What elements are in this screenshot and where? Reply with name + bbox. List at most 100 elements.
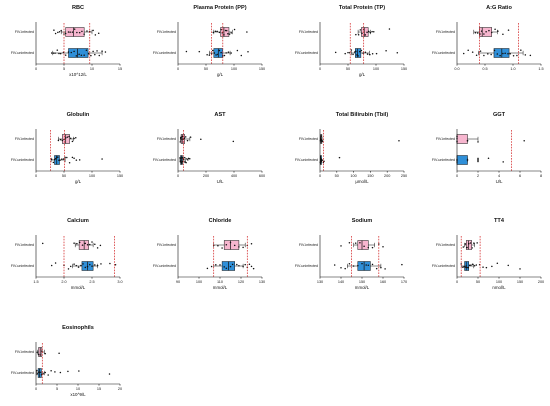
chart-panel-5: Globulin FIV-infected FIV-uninfected 0 50 100… [11, 112, 123, 184]
data-point [86, 265, 89, 268]
data-point [90, 54, 92, 57]
series-uninfected: FIV-uninfected [153, 48, 249, 58]
data-point [76, 31, 78, 34]
data-point [114, 263, 117, 266]
group-label: FIV-infected [157, 137, 176, 141]
data-point [224, 29, 227, 32]
chart-panel-3: Total Protein (TP) FIV-infected FIV-uninfe… [295, 5, 407, 77]
series-infected: FIV-infected [299, 27, 391, 37]
data-point [475, 264, 478, 266]
data-point [54, 52, 56, 54]
data-point [242, 246, 244, 249]
x-tick-label: 1.5 [33, 280, 38, 284]
x-tick-label: 2.5 [89, 280, 94, 284]
data-point [83, 54, 85, 56]
data-point [401, 263, 403, 266]
data-point [320, 139, 323, 141]
data-point [217, 245, 219, 247]
data-point [69, 265, 72, 268]
data-point [50, 158, 53, 161]
data-point [353, 51, 356, 53]
data-point [228, 33, 231, 35]
data-point [485, 266, 488, 269]
data-point [214, 30, 217, 32]
data-point [468, 243, 470, 245]
x-tick-label: 50 [476, 280, 480, 284]
data-point [229, 241, 232, 244]
group-label: FIV-uninfected [295, 264, 318, 268]
data-point [507, 29, 510, 31]
data-point [490, 31, 493, 34]
data-point [382, 246, 384, 248]
iqr-box [361, 27, 369, 37]
x-axis-label: x10^12/L [69, 72, 87, 77]
data-point [357, 264, 359, 267]
data-point [359, 241, 361, 244]
chart-title: Plasma Protein (PP) [193, 5, 246, 11]
x-tick-label: 15 [118, 67, 122, 71]
iqr-box [37, 368, 42, 378]
data-point [375, 267, 378, 270]
x-tick-label: 100 [373, 67, 379, 71]
data-point [78, 53, 80, 56]
data-point [76, 242, 78, 245]
data-point [73, 242, 75, 244]
data-point [73, 137, 75, 140]
data-point [86, 244, 89, 246]
x-axis-label: nmol/L [492, 285, 506, 290]
data-point [78, 159, 81, 161]
data-point [529, 54, 532, 57]
data-point [396, 52, 399, 54]
iqr-box [465, 240, 472, 250]
data-point [223, 54, 226, 57]
data-point [53, 158, 56, 161]
x-tick-label: 130 [259, 280, 265, 284]
chart-panel-10: Chloride FIV-infected FIV-uninfected 90 100 1… [153, 218, 265, 290]
group-label: FIV-infected [299, 30, 318, 34]
series-uninfected: FIV-uninfected [295, 155, 341, 165]
data-point [186, 139, 189, 142]
data-point [463, 265, 465, 268]
x-tick-label: 10 [90, 67, 94, 71]
iqr-box [357, 240, 369, 250]
data-point [357, 55, 359, 57]
series-infected: FIV-infected [436, 240, 478, 250]
data-point [367, 264, 370, 267]
group-label: FIV-infected [15, 137, 34, 141]
data-point [523, 139, 525, 142]
data-point [67, 31, 70, 33]
chart-title: AST [214, 112, 226, 118]
data-point [357, 33, 360, 36]
data-point [476, 32, 479, 34]
data-point [101, 158, 103, 160]
data-point [497, 30, 499, 32]
data-point [92, 29, 94, 32]
chart-title: Globulin [67, 112, 90, 118]
x-tick-label: 3.0 [117, 280, 122, 284]
x-axis-label: g/L [75, 179, 82, 184]
chart-panel-9: Calcium FIV-infected FIV-uninfected 1.5 2.0 2… [11, 218, 123, 290]
data-point [96, 50, 98, 52]
data-point [369, 53, 371, 56]
x-tick-label: 1.0 [510, 67, 515, 71]
data-point [467, 49, 469, 51]
data-point [218, 31, 221, 34]
data-point [87, 53, 90, 55]
data-point [200, 138, 202, 140]
data-point [36, 369, 38, 372]
data-point [78, 241, 81, 244]
data-point [50, 52, 53, 54]
data-point [462, 52, 465, 55]
group-label: FIV-infected [299, 137, 318, 141]
data-point [99, 244, 102, 247]
x-tick-label: 160 [380, 280, 386, 284]
series-uninfected: FIV-uninfected [11, 261, 117, 271]
data-point [340, 245, 342, 247]
data-point [71, 31, 74, 33]
data-point [507, 53, 509, 55]
data-point [181, 162, 183, 164]
data-point [61, 139, 64, 142]
group-label: FIV-uninfected [11, 158, 34, 162]
data-point [371, 246, 374, 249]
data-point [502, 161, 504, 163]
